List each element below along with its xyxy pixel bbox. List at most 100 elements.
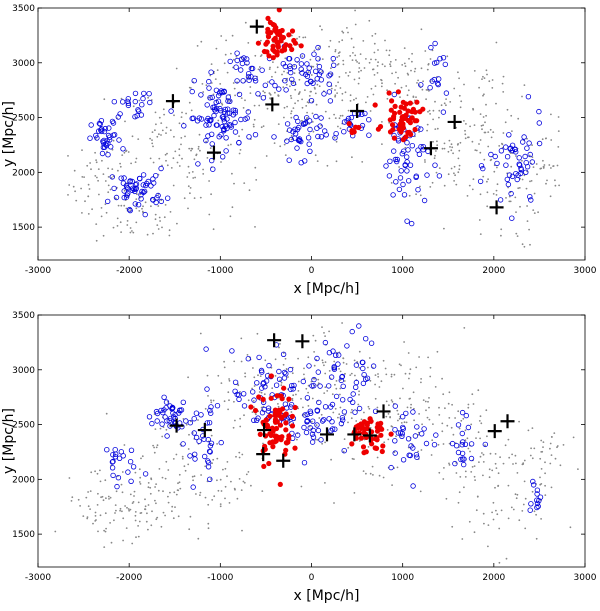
structure-point [508, 190, 514, 197]
structure-point [139, 101, 145, 108]
background-point [429, 366, 432, 369]
background-point [263, 91, 266, 94]
background-point [342, 450, 345, 453]
background-point [483, 158, 486, 161]
background-point [491, 79, 494, 81]
background-point [247, 399, 250, 402]
structure-point [116, 137, 122, 143]
structure-point [140, 172, 147, 178]
background-point [269, 66, 271, 69]
structure-point [280, 351, 287, 357]
background-point [454, 417, 456, 419]
background-point [318, 85, 321, 88]
background-point [191, 147, 194, 150]
background-point [511, 130, 513, 133]
background-point [299, 91, 301, 93]
background-point [160, 525, 163, 528]
background-point [393, 451, 396, 454]
background-point [185, 112, 188, 115]
background-point [123, 204, 126, 207]
background-point [231, 34, 234, 37]
structure-point [418, 82, 424, 88]
background-point [123, 189, 126, 192]
background-point [411, 60, 413, 63]
background-point [383, 441, 386, 444]
background-point [307, 405, 310, 407]
background-point [137, 138, 140, 141]
background-point [427, 356, 429, 359]
structure-point [298, 159, 304, 166]
background-point [556, 446, 558, 449]
background-point [128, 509, 131, 512]
background-point [247, 42, 250, 44]
background-point [312, 334, 315, 337]
background-point [200, 474, 203, 476]
background-point [330, 458, 332, 461]
background-point [471, 140, 474, 143]
background-point [133, 490, 136, 493]
background-point [219, 478, 222, 481]
background-point [478, 143, 480, 145]
background-point [243, 414, 245, 417]
background-point [233, 487, 236, 490]
background-point [80, 187, 82, 190]
background-point [451, 146, 454, 149]
top-panel: -3000 -2000 -1000 0 1000 2000 3000150020002500… [1, 4, 597, 297]
background-point [291, 397, 294, 400]
structure-point [272, 82, 278, 89]
structure-point [111, 98, 117, 105]
plot-area [54, 322, 579, 564]
background-point [342, 31, 345, 34]
background-point [230, 143, 232, 146]
structure-point [408, 443, 414, 449]
structure-point [118, 175, 124, 181]
background-point [344, 91, 347, 94]
background-point [475, 509, 478, 512]
structure-point [271, 134, 277, 140]
background-point [408, 372, 411, 375]
background-point [155, 502, 157, 505]
background-point [120, 204, 123, 207]
background-point [324, 110, 327, 113]
cross-marker [169, 418, 184, 433]
structure-point [506, 172, 513, 178]
background-point [87, 183, 90, 186]
structure-point [115, 475, 122, 481]
structure-point [125, 96, 131, 102]
background-point [277, 95, 280, 97]
background-point [107, 167, 109, 170]
structure-point [534, 491, 540, 497]
cross-marker [500, 414, 515, 429]
group-galaxies [248, 373, 394, 487]
background-point [515, 232, 518, 235]
background-point [242, 480, 245, 483]
background-point [294, 102, 296, 105]
background-point [205, 84, 208, 87]
structure-point [284, 138, 290, 144]
background-point [100, 496, 102, 499]
group-point [405, 108, 411, 114]
structure-point [243, 56, 250, 62]
x-tick-label: 3000 [574, 573, 597, 583]
background-point [114, 512, 116, 514]
background-point [528, 228, 530, 231]
background-point [134, 514, 137, 517]
group-point [267, 440, 273, 446]
structure-point [109, 465, 116, 471]
background-point [533, 212, 536, 215]
background-point [297, 357, 299, 360]
background-point [434, 154, 436, 157]
background-point [482, 94, 484, 97]
structure-point [528, 501, 534, 507]
background-point [125, 527, 128, 529]
background-point [496, 183, 499, 186]
background-point [338, 41, 341, 43]
background-point [418, 84, 421, 86]
background-point [400, 422, 403, 424]
background-point [112, 226, 115, 229]
background-point [307, 356, 310, 359]
background-point [535, 163, 538, 165]
background-point [150, 524, 153, 527]
structure-point [504, 153, 511, 160]
background-point [352, 46, 355, 49]
